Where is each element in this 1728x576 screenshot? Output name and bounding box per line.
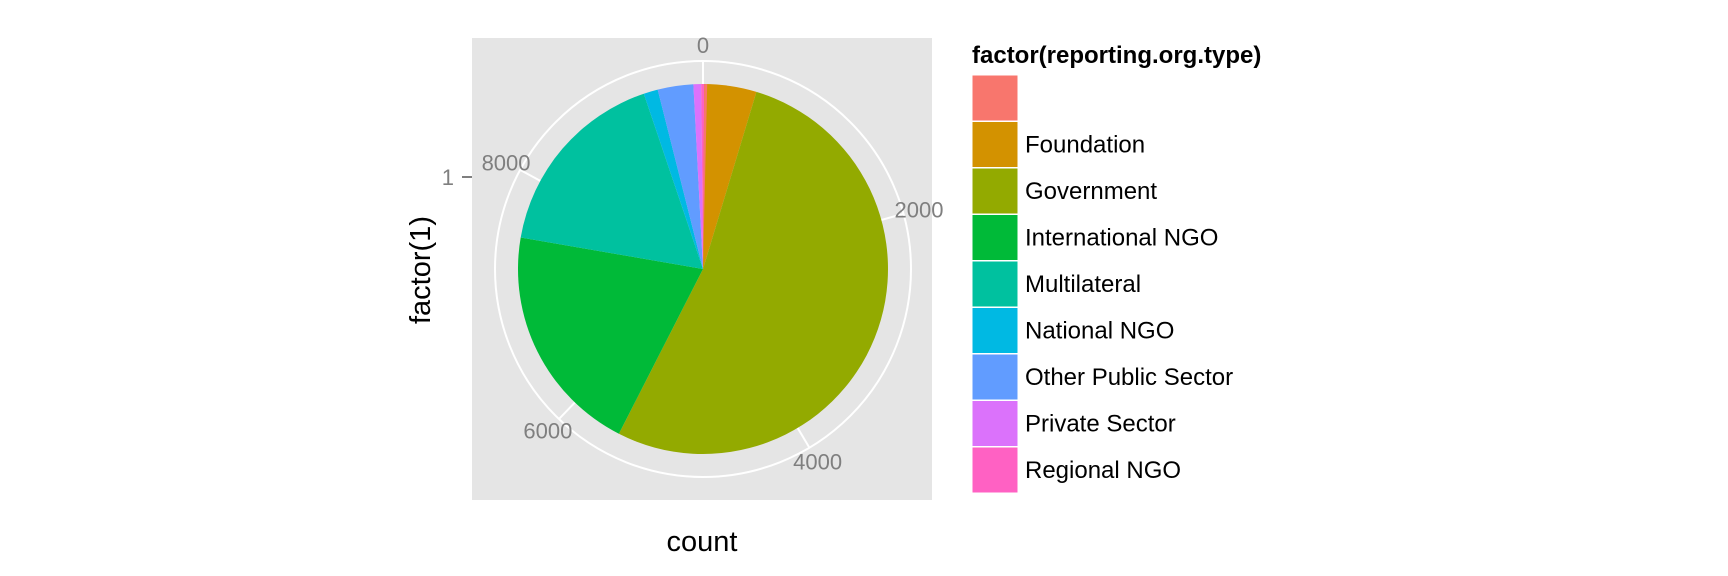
legend-label: Foundation xyxy=(1025,132,1145,159)
pie-slice-national-ngo xyxy=(643,89,703,269)
y-axis-tick-label: 1 xyxy=(442,165,454,190)
radial-grid-line xyxy=(519,169,541,182)
radial-grid-line xyxy=(558,401,576,420)
radial-grid-line xyxy=(881,212,904,221)
pie-slice-government xyxy=(618,91,888,455)
legend-key xyxy=(971,307,1019,354)
radial-tick-label: 4000 xyxy=(793,449,842,474)
legend-label: Regional NGO xyxy=(1025,457,1181,484)
pie-slice-foundation xyxy=(703,84,757,269)
x-axis-title: count xyxy=(667,526,738,558)
slices-layer xyxy=(518,84,888,455)
legend-key xyxy=(971,74,1019,122)
legend-label: Multilateral xyxy=(1025,271,1141,298)
legend-key xyxy=(971,446,1019,494)
y-axis-title: factor(1) xyxy=(405,216,437,324)
legend-key xyxy=(971,260,1019,308)
radial-tick-label: 0 xyxy=(697,33,709,58)
pie-slice-private-sector xyxy=(693,84,703,269)
legend-key xyxy=(971,214,1019,261)
legend-title: factor(reporting.org.type) xyxy=(972,42,1261,69)
radial-tick-label: 2000 xyxy=(894,198,943,223)
legend-label: Private Sector xyxy=(1025,411,1176,438)
pie-slice-other-public-sector xyxy=(657,84,703,269)
pie-slice-na xyxy=(703,84,708,269)
grid-layer xyxy=(494,60,912,478)
legend-key xyxy=(971,400,1019,447)
legend-key xyxy=(971,167,1019,215)
pie-slice-international-ngo xyxy=(518,237,703,434)
legend-label: International NGO xyxy=(1025,225,1218,252)
legend-key xyxy=(971,121,1019,168)
legend-key xyxy=(971,353,1019,401)
radial-tick-label: 6000 xyxy=(523,419,572,444)
legend: Foundation Government International NGO Mul… xyxy=(971,74,1233,494)
pie-slice-multilateral xyxy=(520,93,703,269)
legend-label: National NGO xyxy=(1025,318,1174,345)
radial-grid-line xyxy=(796,427,811,449)
legend-label: Other Public Sector xyxy=(1025,364,1233,391)
radial-ticks-layer: 0 2000 4000 6000 8000 xyxy=(482,33,944,474)
legend-label: Government xyxy=(1025,178,1157,205)
pie-slice-regional-ngo xyxy=(701,84,705,269)
radial-tick-label: 8000 xyxy=(482,150,531,175)
